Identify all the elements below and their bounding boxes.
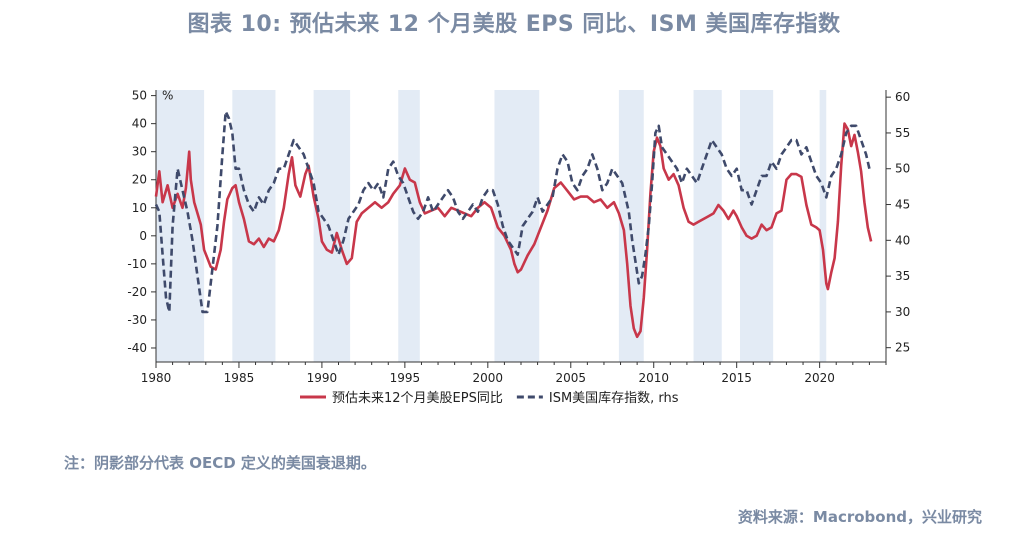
x-tick-label: 1980 [141,371,172,385]
x-tick-label: 2010 [638,371,669,385]
right-tick-label: 55 [895,126,910,140]
right-tick-label: 35 [895,269,910,283]
right-tick-label: 50 [895,162,910,176]
left-tick-label: 30 [132,145,147,159]
series-lines [154,110,873,339]
recession-band [398,90,420,362]
recession-band [819,90,827,362]
axes: -40 -30 -20 -10 0 10 20 30 40 50 % 25 30 35 40 45 50 55 60… [127,89,910,385]
left-tick-label: 20 [132,173,147,187]
left-tick-label: -40 [127,341,147,355]
recession-band [156,90,205,362]
source-note: 资料来源：Macrobond，兴业研究 [737,508,982,526]
chart-title: 图表 10: 预估未来 12 个月美股 EPS 同比、ISM 美国库存指数 [187,12,841,37]
footnote: 注：阴影部分代表 OECD 定义的美国衰退期。 [64,454,376,472]
left-axis-unit: % [162,89,173,103]
right-tick-label: 25 [895,341,910,355]
x-tick-label: 1985 [224,371,255,385]
recession-shading-layer [156,90,827,362]
recession-band [740,90,774,362]
legend-label-2: ISM美国库存指数, rhs [549,390,679,406]
left-tick-label: -10 [127,257,147,271]
right-tick-label: 45 [895,198,910,212]
x-tick-label: 1995 [390,371,421,385]
x-tick-label: 2000 [473,371,504,385]
x-tick-label: 2015 [721,371,752,385]
x-tick-label: 1990 [307,371,338,385]
left-tick-label: 10 [132,201,147,215]
right-tick-label: 40 [895,233,910,247]
right-tick-label: 60 [895,90,910,104]
legend: 预估未来12个月美股EPS同比 ISM美国库存指数, rhs [300,390,679,406]
left-tick-label: -30 [127,313,147,327]
recession-band [232,90,276,362]
recession-band [693,90,722,362]
right-tick-label: 30 [895,305,910,319]
recession-band [494,90,540,362]
x-tick-label: 2020 [804,371,835,385]
left-tick-label: -20 [127,285,147,299]
series-line-2 [154,110,871,314]
legend-label-1: 预估未来12个月美股EPS同比 [332,391,503,406]
left-tick-label: 40 [132,117,147,131]
left-tick-label: 0 [139,229,147,243]
x-tick-label: 2005 [555,371,586,385]
series-line-1 [154,122,873,339]
left-tick-label: 50 [132,89,147,103]
